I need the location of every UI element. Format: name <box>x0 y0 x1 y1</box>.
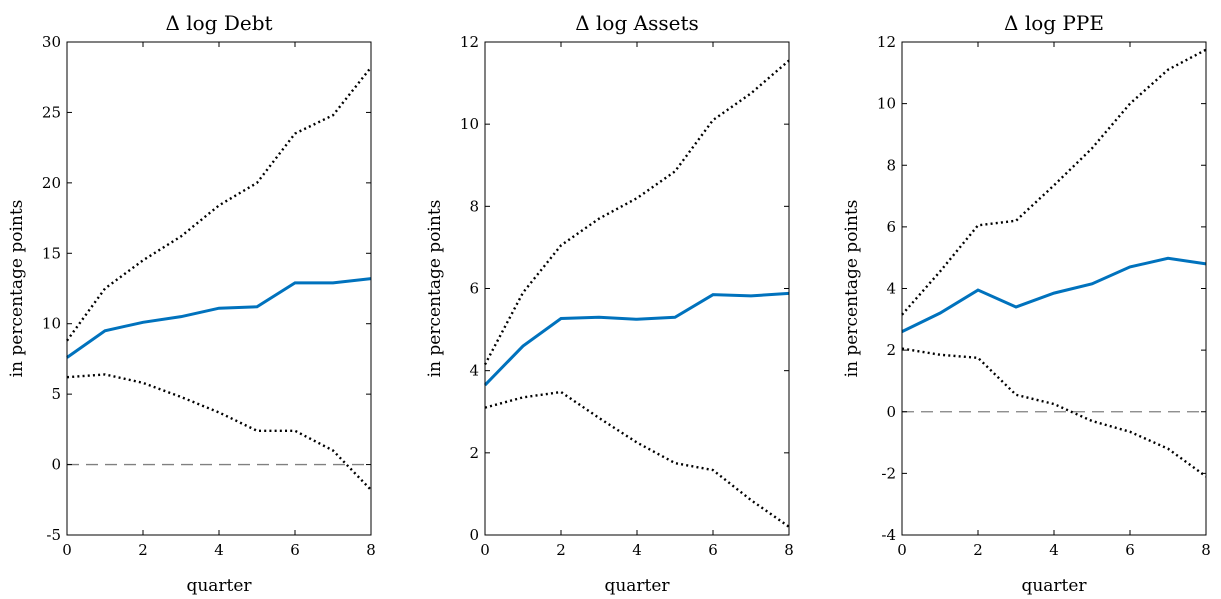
chart-panel-2: 0 2 4 6 8 0 2 4 6 8 10 12 Δ log Assets quarter in perc… <box>425 11 794 596</box>
x-axis-label: quarter <box>1021 576 1087 596</box>
y-tick-label: 5 <box>51 385 61 403</box>
x-tick-label: 4 <box>632 541 642 559</box>
y-tick-label: 12 <box>877 33 896 51</box>
upper-band-line <box>66 66 372 342</box>
y-tick-label: 10 <box>460 115 479 133</box>
x-tick-label: 2 <box>973 541 983 559</box>
chart-panel-3: 0 2 4 6 8 -4 -2 0 2 4 6 8 10 12 Δ log PPE quarter in per… <box>842 11 1211 596</box>
y-tick-label: 2 <box>469 444 479 462</box>
x-tick-label: 8 <box>366 541 376 559</box>
y-tick-label: 0 <box>51 456 61 474</box>
x-tick-label: 4 <box>1049 541 1059 559</box>
y-axis-label: in percentage points <box>7 200 27 378</box>
x-tick-label: 2 <box>138 541 148 559</box>
point-estimate-line <box>483 291 790 387</box>
y-tick-label: 10 <box>877 95 896 113</box>
lower-band-line <box>484 390 790 528</box>
y-tick-label: 8 <box>469 197 479 215</box>
x-tick-label: 6 <box>708 541 718 559</box>
x-tick-label: 6 <box>290 541 300 559</box>
point-estimate-line <box>901 256 1207 333</box>
x-tick-label: 0 <box>480 541 490 559</box>
y-tick-label: -5 <box>46 526 61 544</box>
x-tick-label: 6 <box>1125 541 1135 559</box>
panel-title: Δ log PPE <box>1004 11 1104 35</box>
y-tick-label: 20 <box>42 174 61 192</box>
y-tick-label: 15 <box>42 244 61 262</box>
y-tick-label: -2 <box>881 464 896 482</box>
point-estimate-line <box>66 277 372 359</box>
panel-title: Δ log Debt <box>165 11 272 35</box>
lower-band-line <box>901 347 1207 478</box>
y-axis-label: in percentage points <box>842 200 862 378</box>
y-tick-label: 6 <box>469 280 479 298</box>
y-axis-label: in percentage points <box>425 200 445 378</box>
y-tick-label: 2 <box>886 341 896 359</box>
upper-band-line <box>901 48 1207 316</box>
y-tick-label: 12 <box>460 33 479 51</box>
y-tick-label: 0 <box>469 526 479 544</box>
y-tick-label: 4 <box>469 362 479 380</box>
lower-band-line <box>66 373 372 491</box>
y-tick-label: 0 <box>886 403 896 421</box>
x-tick-label: 8 <box>1201 541 1211 559</box>
x-tick-label: 0 <box>897 541 907 559</box>
y-tick-label: 30 <box>42 33 61 51</box>
x-tick-label: 2 <box>556 541 566 559</box>
x-tick-label: 0 <box>62 541 72 559</box>
y-tick-label: 8 <box>886 156 896 174</box>
y-tick-label: -4 <box>881 526 896 544</box>
x-tick-label: 8 <box>784 541 794 559</box>
axes-frame <box>484 41 790 536</box>
x-axis-label: quarter <box>604 576 670 596</box>
y-tick-label: 10 <box>42 315 61 333</box>
y-tick-label: 4 <box>886 280 896 298</box>
x-tick-label: 4 <box>214 541 224 559</box>
axes-frame <box>901 41 1207 536</box>
x-axis-label: quarter <box>186 576 252 596</box>
y-tick-label: 6 <box>886 218 896 236</box>
panel-title: Δ log Assets <box>575 11 699 35</box>
axes-frame <box>66 41 372 536</box>
y-tick-label: 25 <box>42 103 61 121</box>
